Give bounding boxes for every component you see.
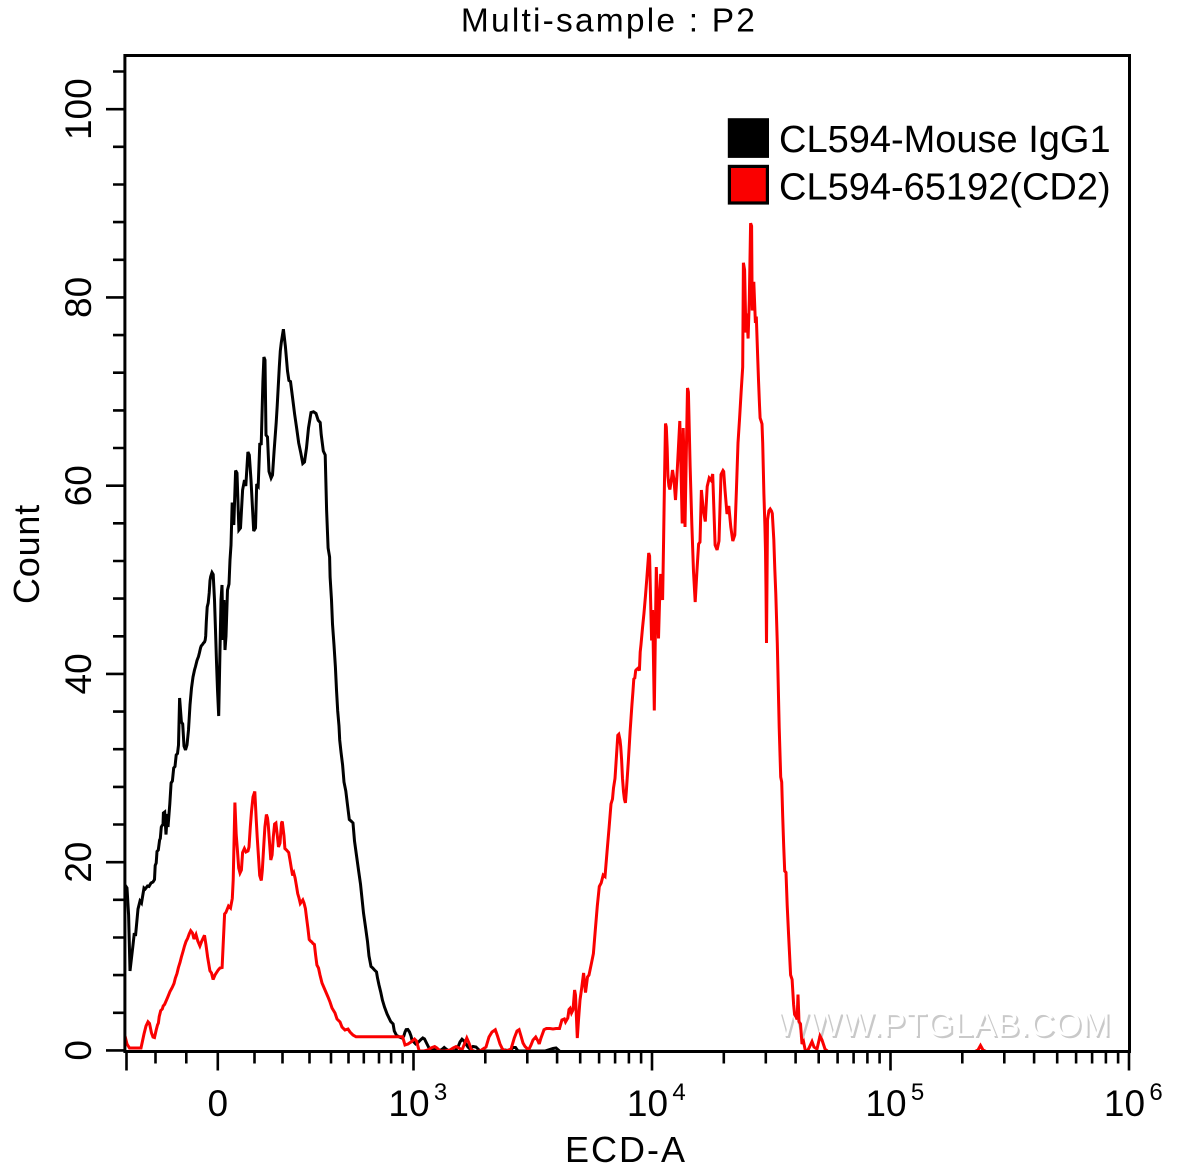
svg-text:4: 4 <box>672 1079 685 1106</box>
svg-text:10: 10 <box>388 1083 429 1124</box>
svg-text:20: 20 <box>58 842 99 883</box>
svg-text:0: 0 <box>58 1040 99 1061</box>
svg-text:WWW.PTGLAB.COM: WWW.PTGLAB.COM <box>777 1006 1111 1044</box>
svg-text:Count: Count <box>6 504 47 604</box>
svg-text:5: 5 <box>911 1079 924 1106</box>
svg-text:0: 0 <box>208 1083 229 1124</box>
svg-text:40: 40 <box>58 653 99 694</box>
svg-text:Multi-sample : P2: Multi-sample : P2 <box>461 3 757 40</box>
svg-text:WWW.PTGLAB.COM: WWW.PTGLAB.COM <box>779 1008 1113 1046</box>
svg-text:10: 10 <box>1104 1083 1145 1124</box>
svg-text:CL594-65192(CD2): CL594-65192(CD2) <box>779 167 1111 209</box>
svg-text:CL594-Mouse IgG1: CL594-Mouse IgG1 <box>779 119 1111 161</box>
svg-text:60: 60 <box>58 465 99 506</box>
svg-text:ECD-A: ECD-A <box>565 1129 687 1170</box>
svg-text:100: 100 <box>58 78 99 140</box>
svg-text:6: 6 <box>1149 1079 1162 1106</box>
svg-text:10: 10 <box>865 1083 906 1124</box>
svg-text:3: 3 <box>434 1079 447 1106</box>
svg-text:10: 10 <box>627 1083 668 1124</box>
svg-text:80: 80 <box>58 277 99 318</box>
